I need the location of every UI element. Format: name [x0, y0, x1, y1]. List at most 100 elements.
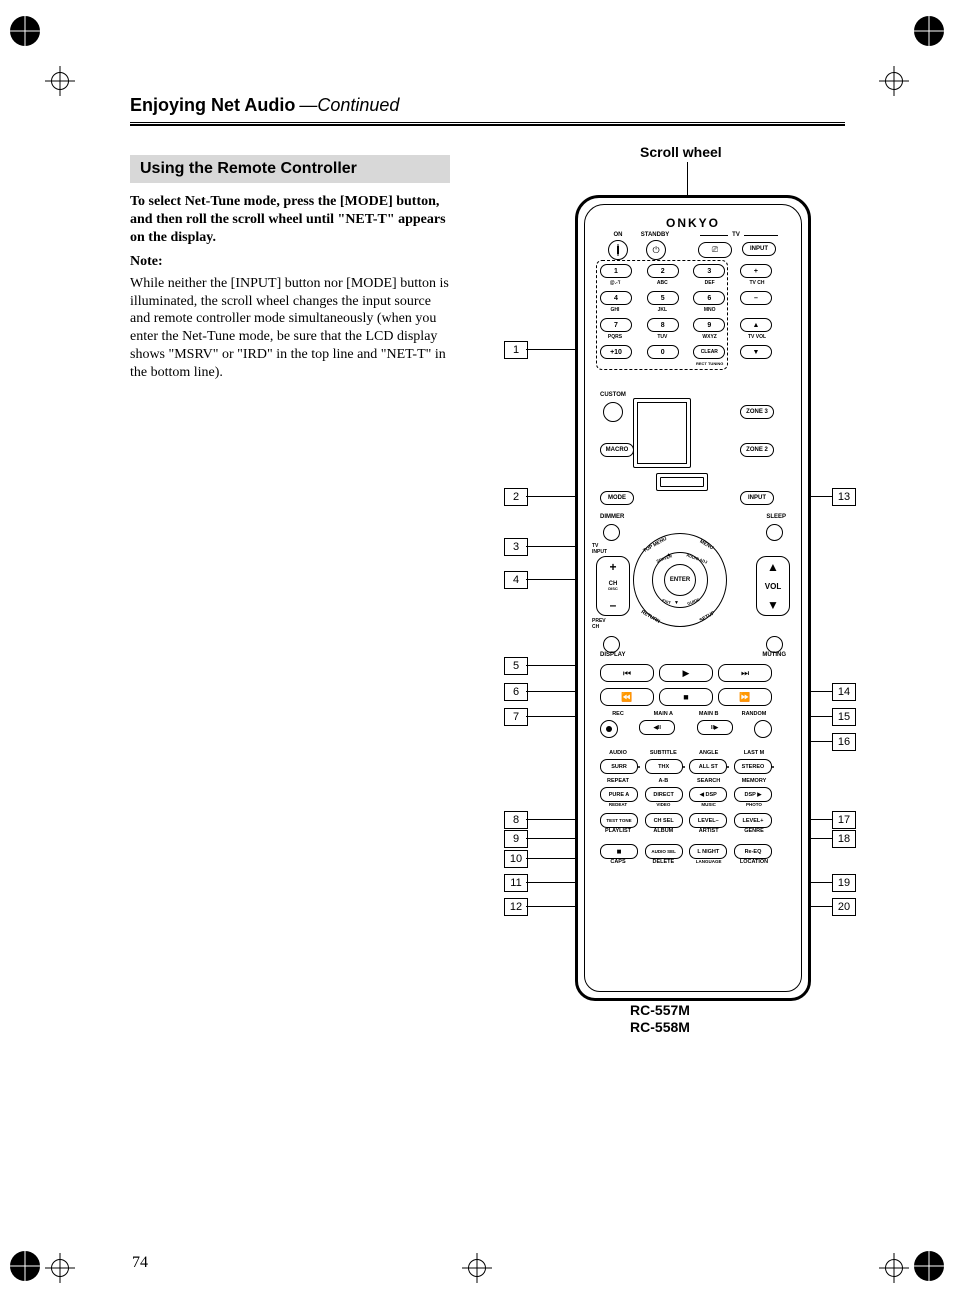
tv-group-line — [700, 235, 728, 236]
label-subtitle: SUBTITLE — [645, 750, 681, 756]
row2-bot-labels: REDEAT VIDEO MUSIC PHOTO — [600, 802, 772, 807]
level-up-button[interactable]: LEVEL+ — [734, 813, 772, 828]
dsp-next-button[interactable]: DSP ▶ — [734, 787, 772, 802]
muting-button[interactable] — [766, 636, 783, 653]
intro-paragraph: To select Net-Tune mode, press the [MODE… — [130, 193, 450, 247]
zone2-button[interactable]: ZONE 2 — [740, 443, 774, 457]
on-button[interactable] — [608, 240, 628, 260]
callout-8: 8 — [504, 811, 528, 829]
nav-ring[interactable]: ENTER TOP MENU MENU SERVER AUDIO ADJ ▲ E… — [633, 533, 727, 627]
tv-input-button[interactable]: INPUT — [742, 242, 776, 256]
ffwd-button[interactable]: ⏩ — [718, 688, 772, 706]
label-dimmer: DIMMER — [600, 514, 640, 520]
testtone-button[interactable]: TEST TONE — [600, 813, 638, 828]
reeq-button[interactable]: Re-EQ — [734, 844, 772, 859]
rec-button[interactable] — [600, 720, 618, 738]
crop-mark — [45, 1253, 75, 1283]
main-b-button[interactable]: II▶ — [697, 720, 733, 735]
note-label: Note: — [130, 253, 450, 271]
direct-button[interactable]: DIRECT — [645, 787, 683, 802]
stop2-button[interactable]: ■ — [600, 844, 638, 859]
crop-mark — [879, 1253, 909, 1283]
custom-button[interactable] — [603, 402, 623, 422]
zone3-button[interactable]: ZONE 3 — [740, 405, 774, 419]
label-audio: AUDIO — [600, 750, 636, 756]
surr-button[interactable]: SURR — [600, 759, 638, 774]
callout-3: 3 — [504, 538, 528, 556]
label-on: ON — [603, 232, 633, 238]
callout-7: 7 — [504, 708, 528, 726]
running-head-continued: —Continued — [299, 95, 399, 116]
scroll-wheel-slot[interactable] — [656, 473, 708, 491]
callout-16: 16 — [832, 733, 856, 751]
display-button[interactable] — [603, 636, 620, 653]
crop-mark — [462, 1253, 492, 1283]
audiosel-button[interactable]: AUDIO SEL — [645, 844, 683, 859]
label-language: LANGUAGE — [691, 859, 727, 865]
tvvol-up[interactable]: ▲ — [740, 318, 772, 332]
purea-button[interactable]: PURE A — [600, 787, 638, 802]
label-lastm: LAST M — [736, 750, 772, 756]
callout-15: 15 — [832, 708, 856, 726]
callout-2: 2 — [504, 488, 528, 506]
callout-9: 9 — [504, 830, 528, 848]
label-location: LOCATION — [736, 859, 772, 865]
prev-track-button[interactable]: ⏮ — [600, 664, 654, 682]
registration-mark — [10, 16, 40, 46]
play-button[interactable]: ▶ — [659, 664, 713, 682]
mode-button[interactable]: MODE — [600, 491, 634, 505]
allst-button[interactable]: ALL ST — [689, 759, 727, 774]
registration-mark — [914, 1251, 944, 1281]
label-album: ALBUM — [645, 828, 681, 834]
label-artist: ARTIST — [691, 828, 727, 834]
tvch-minus[interactable]: – — [740, 291, 772, 305]
left-column: Using the Remote Controller To select Ne… — [130, 155, 450, 386]
note-body: While neither the [INPUT] button nor [MO… — [130, 275, 450, 382]
body-text: To select Net-Tune mode, press the [MODE… — [130, 193, 450, 382]
input-button[interactable]: INPUT — [740, 491, 774, 505]
stop-button[interactable]: ■ — [659, 688, 713, 706]
label-search: SEARCH — [691, 778, 727, 784]
dimmer-button[interactable] — [603, 524, 620, 541]
model-numbers: RC-557M RC-558M — [470, 1002, 850, 1036]
callout-18: 18 — [832, 830, 856, 848]
ch-disc-rocker[interactable]: + CH DISC – — [596, 556, 630, 616]
tvch-plus[interactable]: + — [740, 264, 772, 278]
label-redeat: REDEAT — [600, 802, 636, 807]
label-vol: VOL — [765, 582, 781, 591]
model-1: RC-557M — [470, 1002, 850, 1019]
rewind-button[interactable]: ⏪ — [600, 688, 654, 706]
crop-mark — [45, 66, 75, 96]
level-down-button[interactable]: LEVEL– — [689, 813, 727, 828]
lnight-button[interactable]: L NIGHT — [689, 844, 727, 859]
minus-icon: – — [610, 599, 617, 611]
running-head: Enjoying Net Audio —Continued — [130, 95, 845, 122]
head-rule — [130, 122, 845, 125]
sleep-button[interactable] — [766, 524, 783, 541]
crop-mark — [879, 66, 909, 96]
stereo-button[interactable]: STEREO — [734, 759, 772, 774]
callout-11: 11 — [504, 874, 528, 892]
enter-button[interactable]: ENTER — [664, 564, 696, 596]
callout-13: 13 — [832, 488, 856, 506]
section-heading: Using the Remote Controller — [130, 155, 450, 183]
label-disc: DISC — [608, 587, 618, 591]
dsp-prev-button[interactable]: ◀ DSP — [689, 787, 727, 802]
number-pad-group — [596, 260, 728, 370]
model-2: RC-558M — [470, 1019, 850, 1036]
next-track-button[interactable]: ⏭ — [718, 664, 772, 682]
row4-bot-labels: CAPS DELETE LANGUAGE LOCATION — [600, 859, 772, 865]
callout-10: 10 — [504, 850, 528, 868]
random-button[interactable] — [754, 720, 772, 738]
tv-power-button[interactable]: ⎚ — [698, 242, 732, 258]
callout-19: 19 — [832, 874, 856, 892]
thx-button[interactable]: THX — [645, 759, 683, 774]
macro-button[interactable]: MACRO — [600, 443, 634, 457]
standby-button[interactable]: ⏻ — [646, 240, 666, 260]
callout-1: 1 — [504, 341, 528, 359]
tvvol-down[interactable]: ▼ — [740, 345, 772, 359]
label-tvvol: TV VOL — [742, 334, 772, 340]
chsel-button[interactable]: CH SEL — [645, 813, 683, 828]
main-a-button[interactable]: ◀II — [639, 720, 675, 735]
vol-rocker[interactable]: ▲ VOL ▼ — [756, 556, 790, 616]
